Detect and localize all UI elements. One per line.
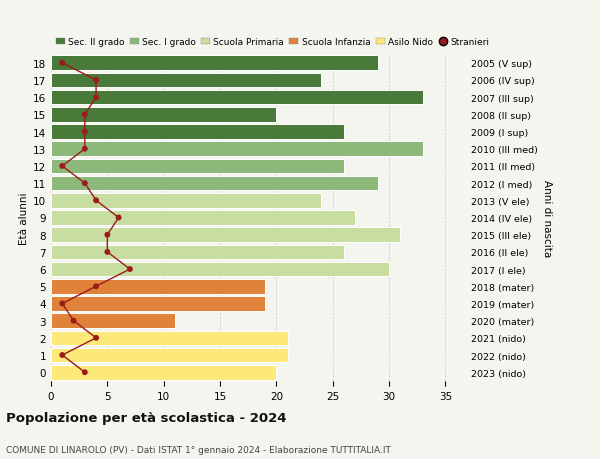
Bar bbox=[51, 142, 423, 157]
Point bbox=[80, 369, 89, 376]
Bar bbox=[51, 262, 389, 277]
Bar bbox=[51, 331, 287, 345]
Bar bbox=[51, 297, 265, 311]
Point bbox=[80, 146, 89, 153]
Text: COMUNE DI LINAROLO (PV) - Dati ISTAT 1° gennaio 2024 - Elaborazione TUTTITALIA.I: COMUNE DI LINAROLO (PV) - Dati ISTAT 1° … bbox=[6, 445, 391, 454]
Y-axis label: Anni di nascita: Anni di nascita bbox=[542, 179, 551, 257]
Text: Popolazione per età scolastica - 2024: Popolazione per età scolastica - 2024 bbox=[6, 412, 287, 425]
Point bbox=[91, 77, 101, 84]
Point bbox=[103, 249, 112, 256]
Bar bbox=[51, 108, 277, 123]
Bar bbox=[51, 365, 277, 380]
Point bbox=[91, 335, 101, 342]
Bar bbox=[51, 313, 175, 328]
Bar bbox=[51, 73, 322, 88]
Y-axis label: Età alunni: Età alunni bbox=[19, 192, 29, 244]
Bar bbox=[51, 280, 265, 294]
Point bbox=[91, 283, 101, 290]
Legend: Sec. II grado, Sec. I grado, Scuola Primaria, Scuola Infanzia, Asilo Nido, Stran: Sec. II grado, Sec. I grado, Scuola Prim… bbox=[56, 39, 490, 47]
Bar bbox=[51, 228, 400, 242]
Point bbox=[58, 60, 67, 67]
Bar bbox=[51, 56, 378, 71]
Point bbox=[91, 94, 101, 101]
Point bbox=[58, 163, 67, 170]
Bar bbox=[51, 245, 344, 260]
Bar bbox=[51, 159, 344, 174]
Bar bbox=[51, 211, 355, 225]
Point bbox=[69, 317, 79, 325]
Point bbox=[91, 197, 101, 205]
Bar bbox=[51, 194, 322, 208]
Point bbox=[80, 112, 89, 119]
Point bbox=[58, 300, 67, 308]
Point bbox=[114, 214, 124, 222]
Point bbox=[103, 231, 112, 239]
Point bbox=[80, 129, 89, 136]
Bar bbox=[51, 348, 287, 363]
Bar bbox=[51, 176, 378, 191]
Point bbox=[80, 180, 89, 187]
Bar bbox=[51, 91, 423, 105]
Point bbox=[125, 266, 134, 273]
Bar bbox=[51, 125, 344, 140]
Point bbox=[58, 352, 67, 359]
